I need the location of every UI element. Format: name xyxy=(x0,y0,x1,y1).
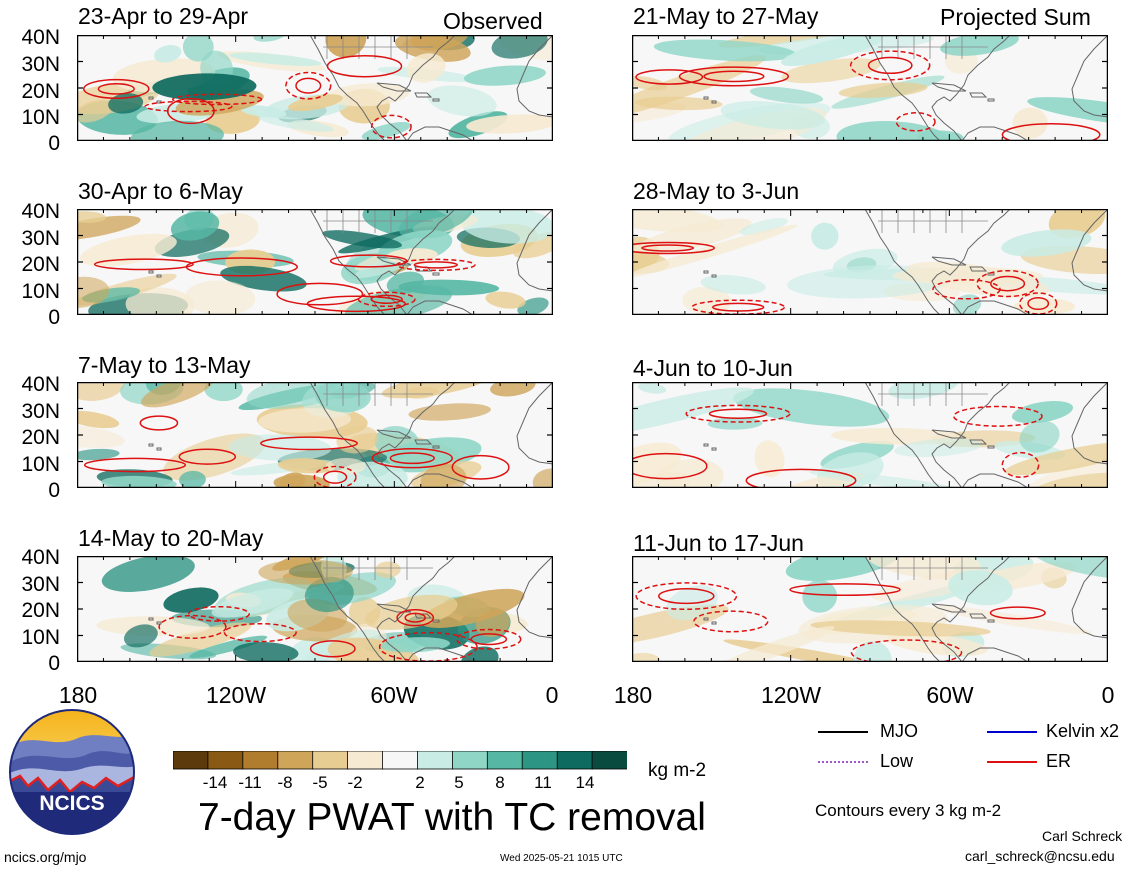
x-label-60w: 60W xyxy=(370,682,418,708)
ncics-logo: NCICS xyxy=(9,709,135,835)
projected-sum-label: Projected Sum xyxy=(940,4,1091,30)
colorbar-tick: -2 xyxy=(347,773,363,792)
y-label-40n: 40N xyxy=(21,373,60,396)
y-label-40n: 40N xyxy=(21,546,60,569)
legend-mjo-label: MJO xyxy=(880,721,918,741)
legend-mjo-line xyxy=(818,731,868,733)
y-label-10n: 10N xyxy=(21,626,60,649)
colorbar-tick: 5 xyxy=(454,773,464,792)
legend-kelvin-line xyxy=(987,731,1037,733)
map-panel-7 xyxy=(632,382,1108,488)
y-label-20n: 20N xyxy=(21,80,60,103)
colorbar-tick: 8 xyxy=(495,773,505,792)
legend-low-label: Low xyxy=(880,751,914,771)
x-label-0: 0 xyxy=(1101,682,1115,708)
y-label-10n: 10N xyxy=(21,280,60,303)
map-panel-6 xyxy=(632,209,1108,315)
y-label-20n: 20N xyxy=(21,253,60,276)
site-link[interactable]: ncics.org/mjo xyxy=(4,849,87,865)
legend-er-line xyxy=(987,761,1037,763)
y-label-0: 0 xyxy=(48,306,60,329)
y-label-0: 0 xyxy=(48,132,60,155)
contour-note: Contours every 3 kg m-2 xyxy=(815,801,1002,820)
map-panel-1 xyxy=(77,35,553,141)
y-label-30n: 30N xyxy=(21,227,60,250)
colorbar-tick: -11 xyxy=(238,773,262,792)
map-panel-5 xyxy=(632,35,1108,141)
x-label-180: 180 xyxy=(613,682,653,708)
y-label-30n: 30N xyxy=(21,53,60,76)
map-panel-8 xyxy=(632,556,1108,662)
map-panel-4 xyxy=(77,556,553,662)
y-label-10n: 10N xyxy=(21,106,60,129)
y-label-0: 0 xyxy=(48,652,60,675)
colorbar-tick: -8 xyxy=(277,773,293,792)
timestamp: Wed 2025-05-21 1015 UTC xyxy=(500,853,623,864)
panel-title-4: 14-May to 20-May xyxy=(78,525,264,551)
y-label-30n: 30N xyxy=(21,400,60,423)
panel-title-2: 30-Apr to 6-May xyxy=(78,178,243,204)
panel-title-1: 23-Apr to 29-Apr xyxy=(78,3,249,29)
colorbar-tick: 11 xyxy=(534,773,552,792)
map-panel-3 xyxy=(77,382,553,488)
colorbar-swatches xyxy=(173,751,627,770)
x-label-180: 180 xyxy=(58,682,98,708)
colorbar-tick: 14 xyxy=(575,773,595,792)
legend-low-line xyxy=(818,761,868,763)
colorbar-tick: 2 xyxy=(415,773,425,792)
legend-kelvin-label: Kelvin x2 xyxy=(1046,721,1120,741)
y-label-0: 0 xyxy=(48,479,60,502)
legend-er-label: ER xyxy=(1046,751,1072,771)
y-label-20n: 20N xyxy=(21,426,60,449)
y-label-30n: 30N xyxy=(21,573,60,596)
panel-title-5: 21-May to 27-May xyxy=(633,3,819,29)
colorbar-units: kg m-2 xyxy=(648,760,707,781)
colorbar-tick: -5 xyxy=(312,773,328,792)
x-label-120w: 120W xyxy=(760,682,822,708)
y-label-20n: 20N xyxy=(21,599,60,622)
logo-text: NCICS xyxy=(39,792,104,815)
panel-title-3: 7-May to 13-May xyxy=(78,352,251,378)
y-label-40n: 40N xyxy=(21,200,60,223)
x-label-0: 0 xyxy=(545,682,559,708)
y-label-10n: 10N xyxy=(21,453,60,476)
y-label-40n: 40N xyxy=(21,26,60,49)
author-name: Carl Schreck xyxy=(1042,828,1123,844)
observed-label: Observed xyxy=(443,8,543,34)
author-email[interactable]: carl_schreck@ncsu.edu xyxy=(965,848,1115,864)
colorbar-tick: -14 xyxy=(202,773,228,792)
x-label-60w: 60W xyxy=(926,682,974,708)
panel-title-6: 28-May to 3-Jun xyxy=(633,178,800,204)
x-label-120w: 120W xyxy=(205,682,267,708)
map-panel-2 xyxy=(77,209,553,315)
panel-title-8: 11-Jun to 17-Jun xyxy=(633,530,804,556)
panel-title-7: 4-Jun to 10-Jun xyxy=(633,355,793,381)
main-title: 7-day PWAT with TC removal xyxy=(198,796,706,839)
